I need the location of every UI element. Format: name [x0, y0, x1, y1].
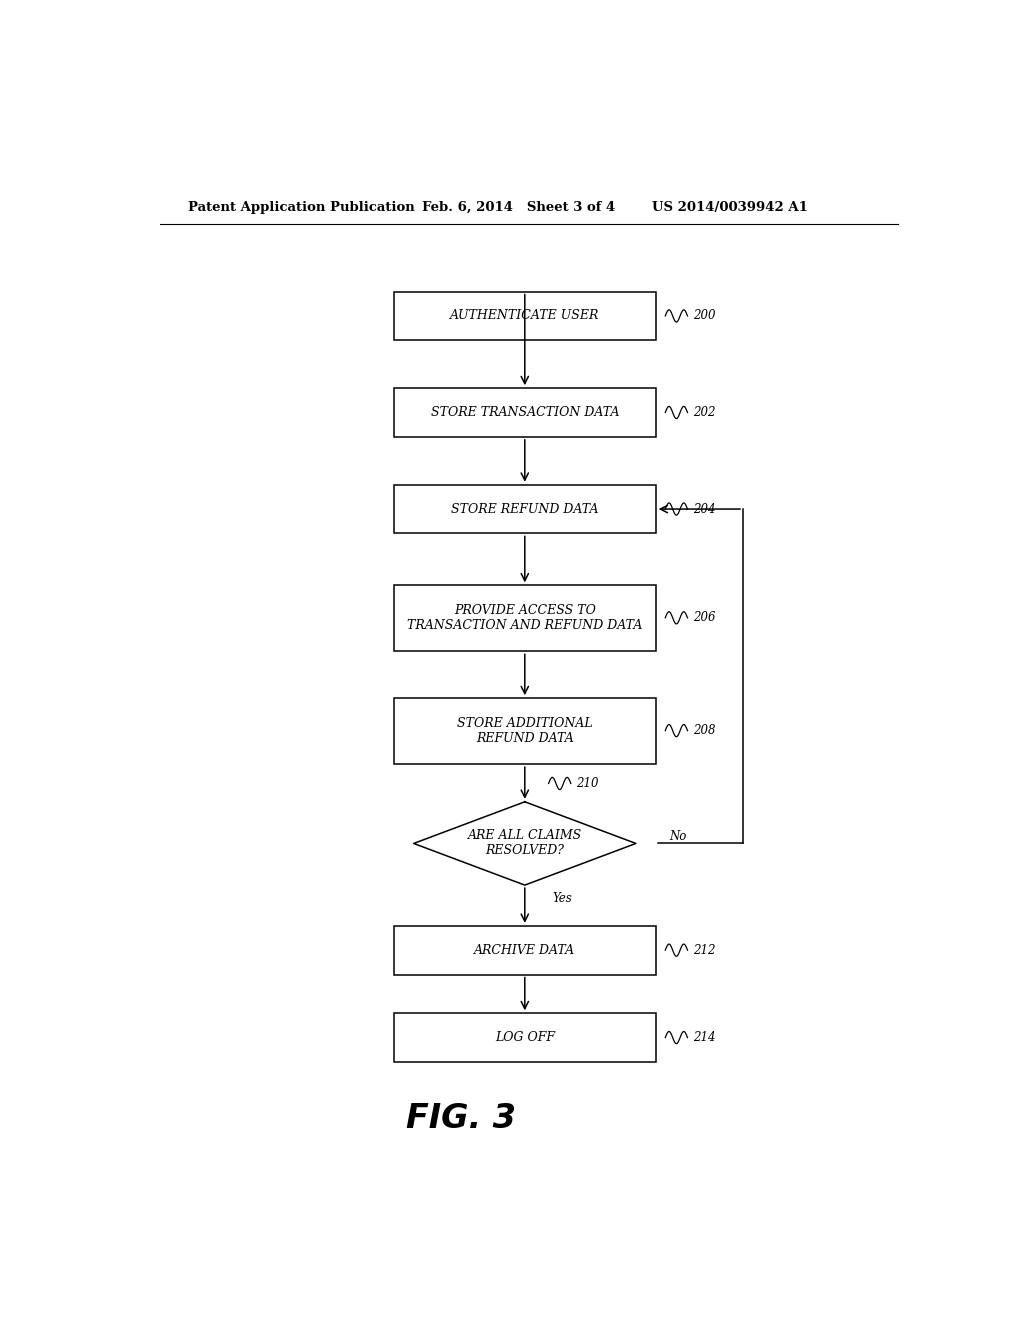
- Text: 208: 208: [693, 725, 716, 737]
- FancyBboxPatch shape: [394, 585, 655, 651]
- Text: 214: 214: [693, 1031, 716, 1044]
- FancyBboxPatch shape: [394, 697, 655, 764]
- Text: 210: 210: [577, 777, 599, 789]
- Text: 204: 204: [693, 503, 716, 516]
- Text: STORE REFUND DATA: STORE REFUND DATA: [451, 503, 599, 516]
- Text: PROVIDE ACCESS TO
TRANSACTION AND REFUND DATA: PROVIDE ACCESS TO TRANSACTION AND REFUND…: [408, 603, 642, 632]
- Text: No: No: [670, 830, 687, 843]
- Text: Feb. 6, 2014   Sheet 3 of 4: Feb. 6, 2014 Sheet 3 of 4: [422, 201, 614, 214]
- Text: 200: 200: [693, 309, 716, 322]
- FancyBboxPatch shape: [394, 388, 655, 437]
- Text: STORE ADDITIONAL
REFUND DATA: STORE ADDITIONAL REFUND DATA: [457, 717, 593, 744]
- Text: 206: 206: [693, 611, 716, 624]
- Text: FIG. 3: FIG. 3: [407, 1102, 516, 1135]
- Text: STORE TRANSACTION DATA: STORE TRANSACTION DATA: [430, 407, 620, 418]
- Polygon shape: [414, 801, 636, 886]
- Text: ARE ALL CLAIMS
RESOLVED?: ARE ALL CLAIMS RESOLVED?: [468, 829, 582, 858]
- Text: Patent Application Publication: Patent Application Publication: [187, 201, 415, 214]
- FancyBboxPatch shape: [394, 1014, 655, 1063]
- Text: Yes: Yes: [553, 892, 572, 904]
- Text: 212: 212: [693, 944, 716, 957]
- Text: AUTHENTICATE USER: AUTHENTICATE USER: [451, 309, 599, 322]
- Text: 202: 202: [693, 407, 716, 418]
- FancyBboxPatch shape: [394, 925, 655, 974]
- FancyBboxPatch shape: [394, 292, 655, 341]
- Text: US 2014/0039942 A1: US 2014/0039942 A1: [652, 201, 808, 214]
- Text: ARCHIVE DATA: ARCHIVE DATA: [474, 944, 575, 957]
- Text: LOG OFF: LOG OFF: [495, 1031, 555, 1044]
- FancyBboxPatch shape: [394, 484, 655, 533]
